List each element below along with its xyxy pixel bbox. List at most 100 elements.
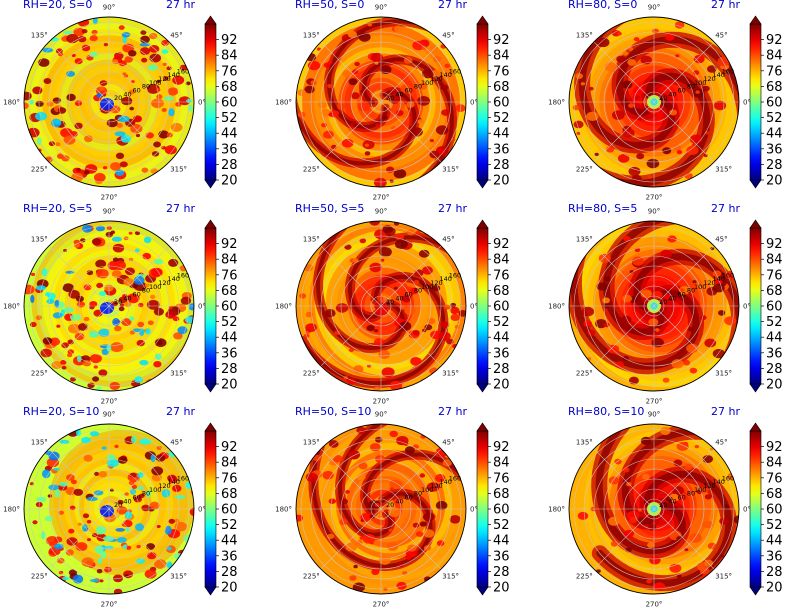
angular-tick-label: 0° xyxy=(198,506,206,514)
radial-tick-label: 160 xyxy=(722,474,734,482)
angular-gridline xyxy=(320,41,382,103)
angular-tick-label: 90° xyxy=(375,411,387,419)
angular-tick-label: 225° xyxy=(303,573,320,581)
polar-panel: 20 40 60 801001201401600°45°90°135°180°225°… xyxy=(275,202,510,406)
radial-tick-label: 40 xyxy=(668,497,676,505)
colorbar-extend-min xyxy=(749,383,762,393)
colorbar-tick-label: 76 xyxy=(493,268,510,283)
radial-tick-label: 80 xyxy=(414,83,422,91)
angular-gridline xyxy=(593,448,655,510)
polar-frame xyxy=(295,220,467,392)
angular-gridline xyxy=(653,508,715,570)
angular-gridline xyxy=(653,41,715,103)
radial-tick-label: 60 xyxy=(405,291,413,299)
angular-gridline xyxy=(48,508,110,570)
colorbar-tick-label: 84 xyxy=(766,49,783,64)
colorbar-tick-label: 44 xyxy=(221,534,238,549)
radial-tick-label: 80 xyxy=(142,490,150,498)
angular-gridline xyxy=(380,508,442,570)
colorbar-tick-label: 36 xyxy=(766,346,783,361)
radial-tick-label: 60 xyxy=(405,494,413,502)
panel-time-label: 27 hr xyxy=(438,0,467,11)
radial-tick-label: 80 xyxy=(687,490,695,498)
radial-tick-label: 80 xyxy=(414,490,422,498)
angular-tick-label: 270° xyxy=(373,601,390,609)
colorbar-tick-label: 60 xyxy=(766,503,783,518)
radial-tick-label: 20 xyxy=(659,94,667,102)
angular-gridline xyxy=(48,448,110,510)
panel-title: RH=20, S=10 xyxy=(23,405,99,418)
panel-time-label: 27 hr xyxy=(166,0,195,11)
angular-tick-label: 135° xyxy=(303,438,320,446)
radial-tick-label: 100 xyxy=(149,486,161,494)
radial-tick-label: 140 xyxy=(439,478,451,486)
angular-tick-label: 90° xyxy=(648,208,660,216)
radial-tick-label: 160 xyxy=(177,67,189,75)
radial-tick-label: 100 xyxy=(421,79,433,87)
radial-tick-label: 60 xyxy=(133,291,141,299)
colorbar-tick-label: 20 xyxy=(493,174,510,189)
polar-field xyxy=(296,424,466,594)
angular-tick-label: 0° xyxy=(198,303,206,311)
colorbar-tick-label: 92 xyxy=(221,237,238,252)
colorbar-tick-label: 84 xyxy=(766,253,783,268)
angular-tick-label: 225° xyxy=(31,573,48,581)
colorbar-tick-label: 84 xyxy=(221,456,238,471)
radial-tick-label: 160 xyxy=(722,67,734,75)
colorbar-tick-label: 76 xyxy=(766,471,783,486)
radial-tick-label: 100 xyxy=(149,283,161,291)
panel-title: RH=50, S=5 xyxy=(295,202,364,215)
colorbar-tick-label: 52 xyxy=(221,315,238,330)
colorbar-tick-label: 28 xyxy=(493,362,510,377)
angular-gridline xyxy=(380,305,442,367)
radial-tick-label: 40 xyxy=(668,294,676,302)
angular-gridline xyxy=(380,41,442,103)
colorbar-extend-min xyxy=(204,179,217,189)
angular-gridline xyxy=(48,41,110,103)
radial-tick-label: 160 xyxy=(449,67,461,75)
angular-gridline xyxy=(320,448,382,510)
colorbar-tick-label: 76 xyxy=(493,64,510,79)
angular-gridline xyxy=(48,305,110,367)
angular-gridline xyxy=(108,41,170,103)
colorbar-tick-label: 28 xyxy=(221,362,238,377)
angular-gridline xyxy=(380,245,442,307)
colorbar-tick-label: 60 xyxy=(766,96,783,111)
colorbar-extend-max xyxy=(204,15,217,25)
colorbar-tick-label: 84 xyxy=(493,253,510,268)
angular-gridline xyxy=(320,245,382,307)
colorbar-tick-label: 52 xyxy=(766,518,783,533)
angular-gridline xyxy=(653,101,715,163)
radial-tick-label: 120 xyxy=(703,482,715,490)
radial-tick-label: 20 xyxy=(386,501,394,509)
colorbar-tick-label: 52 xyxy=(493,518,510,533)
polar-panel: 20 40 60 801001201401600°45°90°135°180°225°… xyxy=(548,405,783,609)
angular-gridline xyxy=(380,101,442,163)
radial-tick-label: 100 xyxy=(421,486,433,494)
angular-tick-label: 180° xyxy=(275,303,292,311)
colorbar-tick-label: 84 xyxy=(766,456,783,471)
angular-tick-label: 315° xyxy=(442,166,459,174)
radial-tick-label: 100 xyxy=(694,79,706,87)
radial-tick-label: 60 xyxy=(678,494,686,502)
colorbar-tick-label: 36 xyxy=(766,142,783,157)
colorbar-tick-label: 28 xyxy=(221,158,238,173)
colorbar-tick-label: 92 xyxy=(221,440,238,455)
panel-time-label: 27 hr xyxy=(438,405,467,418)
radial-tick-label: 120 xyxy=(158,75,170,83)
colorbar-tick-label: 36 xyxy=(493,549,510,564)
radial-tick-label: 20 xyxy=(386,94,394,102)
radial-tick-label: 160 xyxy=(177,271,189,279)
polar-panel: 20 40 60 801001201401600°45°90°135°180°225°… xyxy=(3,405,238,609)
angular-tick-label: 225° xyxy=(303,370,320,378)
colorbar-extend-min xyxy=(476,383,489,393)
colorbar-extend-min xyxy=(749,179,762,189)
angular-tick-label: 0° xyxy=(470,506,478,514)
colorbar-tick-label: 52 xyxy=(221,111,238,126)
radial-tick-label: 140 xyxy=(167,71,179,79)
colorbar-tick-label: 44 xyxy=(766,127,783,142)
colorbar-tick-label: 44 xyxy=(766,534,783,549)
angular-tick-label: 180° xyxy=(548,303,565,311)
